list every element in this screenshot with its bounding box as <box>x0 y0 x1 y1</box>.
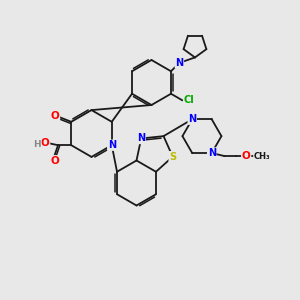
Text: O: O <box>51 111 59 122</box>
Text: O: O <box>41 138 50 148</box>
Text: H: H <box>33 140 41 149</box>
Text: O: O <box>242 151 250 161</box>
Text: CH₃: CH₃ <box>254 152 270 160</box>
Text: O: O <box>50 156 59 166</box>
Text: Cl: Cl <box>184 95 194 105</box>
Text: N: N <box>208 148 216 158</box>
Text: N: N <box>175 58 183 68</box>
Text: N: N <box>137 134 145 143</box>
Text: S: S <box>169 152 176 162</box>
Text: N: N <box>108 140 116 150</box>
Text: N: N <box>188 114 196 124</box>
